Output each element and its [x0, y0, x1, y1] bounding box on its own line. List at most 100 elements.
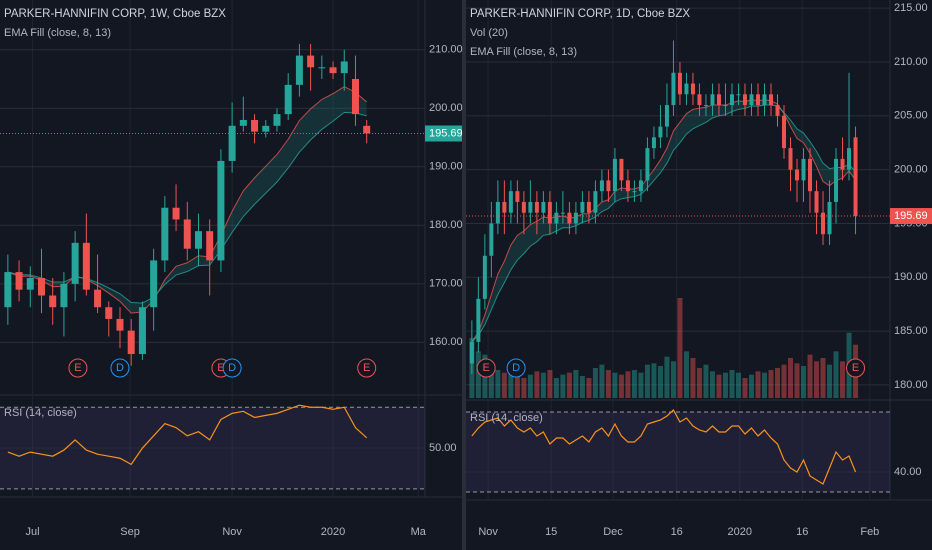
candle-body — [697, 94, 702, 106]
candle-body — [228, 125, 236, 161]
candle-body — [15, 272, 23, 290]
candle-body — [593, 191, 598, 213]
event-marker[interactable] — [846, 358, 866, 378]
candle-body — [755, 94, 760, 106]
volume-bar — [833, 351, 839, 398]
ema-legend: EMA Fill (close, 8, 13) — [470, 46, 577, 58]
candle-body — [329, 67, 337, 74]
x-tick-label: Dec — [603, 526, 623, 538]
candle-body — [834, 158, 839, 202]
candle-body — [4, 272, 12, 308]
candle-body — [795, 169, 800, 181]
volume-bar — [501, 372, 507, 398]
y-tick-label: 210.00 — [894, 56, 928, 68]
candle-body — [94, 289, 102, 308]
rsi-band-fill — [466, 412, 890, 492]
volume-bar — [618, 374, 624, 398]
rsi-tick-label: 40.00 — [894, 466, 922, 478]
event-label: D — [512, 362, 520, 374]
event-marker[interactable] — [110, 358, 130, 378]
event-marker[interactable] — [476, 358, 496, 378]
chart-title: PARKER-HANNIFIN CORP, 1D, Cboe BZX — [470, 8, 690, 20]
volume-bar — [631, 370, 637, 398]
candle-body — [476, 298, 481, 342]
y-tick-label: 190.00 — [894, 271, 928, 283]
candle-body — [690, 83, 695, 95]
candle-body — [567, 212, 572, 224]
event-marker[interactable] — [357, 358, 377, 378]
candle-body — [515, 191, 520, 202]
candle-body — [284, 84, 292, 115]
candle-body — [251, 119, 259, 132]
candle-body — [664, 105, 669, 127]
event-marker[interactable] — [222, 358, 242, 378]
candle-body — [645, 148, 650, 181]
candle-body — [847, 148, 852, 170]
candle-body — [606, 180, 611, 192]
candle-body — [295, 55, 303, 85]
volume-bar — [592, 368, 598, 398]
chart-panel[interactable]: Nov 15 Dec 16 2020 16 Feb 180.00 185.00 190.00 195… — [466, 0, 932, 538]
rsi-line — [7, 404, 368, 466]
y-tick-label: 215.00 — [894, 2, 928, 14]
event-marker[interactable] — [506, 358, 526, 378]
ema-legend: EMA Fill (close, 8, 13) — [4, 27, 111, 39]
candle-body — [482, 255, 487, 299]
volume-bar — [729, 370, 735, 398]
candle-body — [37, 277, 45, 296]
candle-body — [788, 148, 793, 170]
x-tick-label: 2020 — [321, 526, 345, 538]
volume-bar — [683, 351, 689, 398]
candle-body — [508, 191, 513, 213]
volume-bar — [768, 370, 774, 398]
event-label: E — [363, 362, 370, 374]
y-tick-label: 210.00 — [429, 44, 463, 56]
volume-bar — [651, 363, 657, 398]
candle-body — [217, 160, 225, 261]
volume-bar — [696, 368, 702, 398]
event-label: E — [74, 362, 81, 374]
y-tick-label: 170.00 — [429, 278, 463, 290]
volume-bar — [794, 363, 800, 398]
candle-body — [239, 119, 247, 126]
candle-body — [206, 231, 214, 261]
volume-bar — [807, 354, 813, 398]
volume-bar — [560, 374, 566, 398]
volume-bar — [586, 378, 592, 398]
x-tick-label: 15 — [545, 526, 557, 538]
candle-body — [723, 105, 728, 107]
event-marker[interactable] — [68, 358, 88, 378]
candle-body — [729, 94, 734, 106]
candle-body — [801, 158, 806, 181]
event-label: E — [217, 362, 224, 374]
volume-bar — [774, 368, 780, 398]
candle-body — [340, 61, 348, 74]
event-label: D — [228, 362, 236, 374]
candle-body — [528, 201, 533, 213]
volume-bar — [716, 374, 722, 398]
x-tick-label: 16 — [671, 526, 683, 538]
chart-panel[interactable]: Jul Sep Nov 2020 Ma 160.00 170.00 180.00 190.00 2… — [0, 0, 463, 538]
candle-body — [363, 125, 371, 134]
volume-bar — [534, 371, 540, 398]
candle-body — [632, 191, 637, 193]
volume-bar — [566, 372, 572, 398]
candle-body — [671, 72, 676, 106]
candle-body — [82, 242, 90, 290]
x-tick-label: Sep — [120, 526, 140, 538]
chart-title: PARKER-HANNIFIN CORP, 1W, Cboe BZX — [4, 8, 226, 20]
volume-legend: Vol (20) — [470, 27, 508, 39]
candle-body — [677, 72, 682, 95]
rsi-tick-label: 50.00 — [429, 442, 457, 454]
candle-body — [827, 201, 832, 235]
candle-body — [116, 318, 124, 331]
y-tick-label: 180.00 — [429, 219, 463, 231]
candle-body — [612, 158, 617, 192]
volume-bar — [475, 351, 481, 398]
volume-bar — [814, 361, 820, 398]
candle-body — [586, 201, 591, 213]
candle-body — [138, 307, 146, 355]
volume-bar — [508, 363, 514, 398]
candle-body — [580, 201, 585, 213]
candle-body — [351, 79, 359, 115]
